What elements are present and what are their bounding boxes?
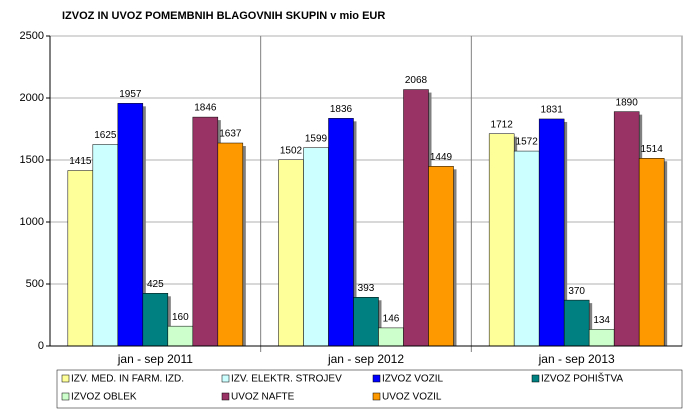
bar	[588, 329, 615, 347]
data-label: 1957	[119, 89, 142, 100]
data-label: 1836	[330, 104, 353, 115]
bar	[638, 158, 665, 347]
y-tick-label: 1000	[20, 216, 44, 228]
legend-swatch	[372, 392, 381, 401]
data-label: 1572	[516, 137, 539, 148]
data-label: 160	[172, 312, 189, 323]
data-label: 1637	[219, 129, 242, 140]
data-label: 1599	[305, 133, 328, 144]
bar	[278, 159, 304, 347]
bar	[378, 327, 404, 347]
legend-label: IZVOZ VOZIL	[382, 374, 444, 385]
bar	[428, 166, 454, 347]
legend-label: IZV. ELEKTR. STROJEV	[231, 374, 342, 385]
data-label: 1415	[69, 156, 92, 167]
bar	[217, 142, 244, 347]
data-label: 1625	[94, 130, 117, 141]
legend-swatch	[221, 374, 230, 383]
x-tick-label: jan - sep 2013	[538, 352, 615, 366]
y-tick-label: 2500	[20, 30, 44, 42]
legend-label: UVOZ NAFTE	[231, 392, 295, 403]
data-label: 370	[568, 286, 585, 297]
legend-swatch	[531, 374, 540, 383]
data-label: 2068	[405, 75, 428, 86]
bar	[513, 150, 540, 347]
bar	[117, 103, 144, 347]
bar	[192, 116, 219, 347]
legend-label: IZV. MED. IN FARM. IZD.	[71, 374, 184, 385]
bar	[67, 170, 94, 347]
data-label: 1890	[616, 97, 639, 108]
x-tick-label: jan - sep 2012	[327, 352, 404, 366]
y-tick-label: 500	[26, 278, 44, 290]
data-label: 1449	[430, 152, 453, 163]
data-label: 425	[147, 279, 164, 290]
data-label: 1712	[491, 119, 514, 130]
bar	[353, 297, 379, 347]
bar	[488, 133, 515, 347]
bar	[92, 144, 119, 347]
data-label: 1846	[194, 103, 217, 114]
data-label: 1831	[541, 105, 564, 116]
legend-label: UVOZ VOZIL	[382, 392, 442, 403]
legend-box	[56, 369, 683, 409]
data-label: 393	[358, 283, 375, 294]
bar	[328, 118, 354, 347]
x-tick-label: jan - sep 2011	[117, 352, 193, 366]
legend-swatch	[61, 374, 70, 383]
bar	[538, 118, 565, 347]
legend-swatch	[61, 392, 70, 401]
bar	[142, 293, 169, 347]
legend-swatch	[221, 392, 230, 401]
legend-label: IZVOZ POHIŠTVA	[541, 372, 623, 385]
data-label: 146	[383, 314, 400, 325]
data-label: 1514	[641, 144, 664, 155]
legend-swatch	[372, 374, 381, 383]
data-label: 1502	[280, 145, 303, 156]
chart-title: IZVOZ IN UVOZ POMEMBNIH BLAGOVNIH SKUPIN…	[62, 10, 385, 22]
bar	[563, 299, 590, 347]
legend-label: IZVOZ OBLEK	[71, 392, 137, 403]
bar	[403, 89, 429, 347]
y-tick-label: 1500	[20, 154, 44, 166]
data-label: 134	[593, 315, 610, 326]
bar	[303, 147, 329, 347]
bar	[613, 111, 640, 347]
bar	[167, 325, 194, 347]
y-tick-label: 2000	[20, 92, 44, 104]
y-tick-label: 0	[38, 340, 44, 352]
